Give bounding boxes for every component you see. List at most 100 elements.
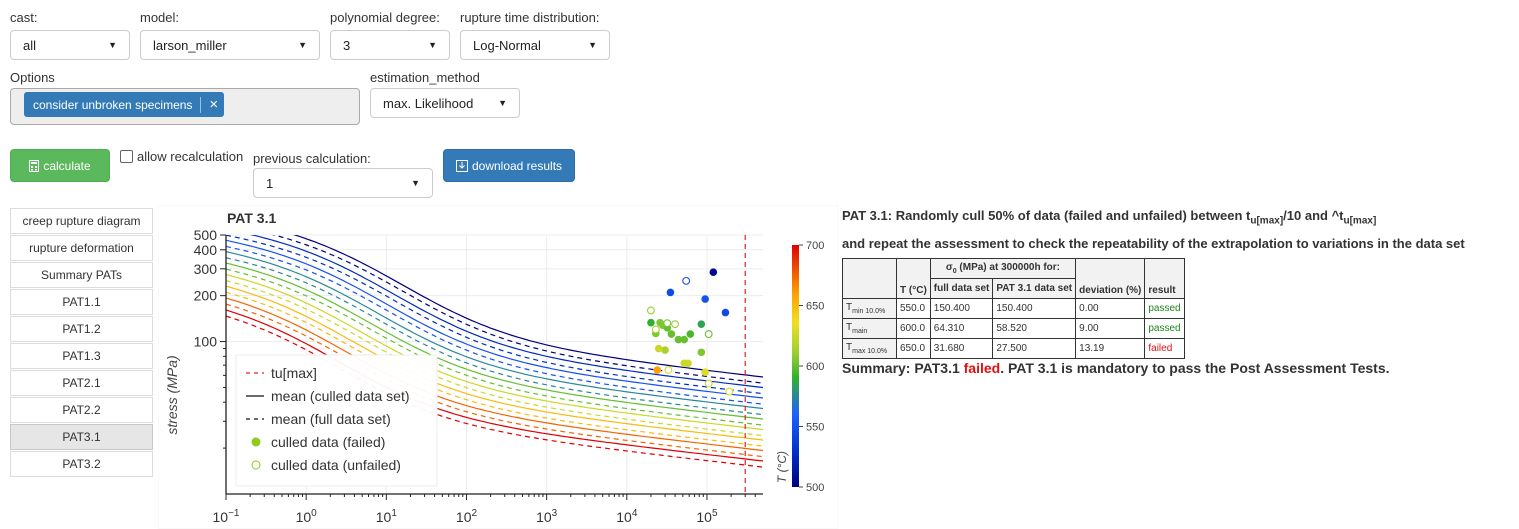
table-corner [842,258,897,299]
model-label: model: [140,10,180,25]
summary-post: . PAT 3.1 is mandatory to pass the Post … [1000,360,1390,376]
mean-full-curve [226,268,763,426]
col-header-pat: PAT 3.1 data set [992,278,1077,299]
calculate-button[interactable]: calculate [10,149,110,182]
previous-calc-select[interactable]: 1 ▼ [253,168,433,198]
results-title-sub1: u[max] [1250,215,1284,227]
download-results-label: download results [471,158,563,173]
failed-point [661,346,669,354]
tab-pat1-3[interactable]: PAT1.3 [10,343,153,369]
x-tick-label: 105 [696,508,718,525]
degree-value: 3 [343,37,351,53]
estimation-value: max. Likelihood [383,95,474,111]
unfailed-point [704,379,713,388]
allow-recalc-label: allow recalculation [137,149,244,164]
degree-select[interactable]: 3 ▼ [330,30,450,60]
cast-value: all [23,37,37,53]
tab-creep-rupture-diagram[interactable]: creep rupture diagram [10,208,153,234]
cell-full: 64.310 [929,318,994,339]
model-curves [226,235,763,494]
tab-pat1-1[interactable]: PAT1.1 [10,289,153,315]
tab-pat2-1[interactable]: PAT2.1 [10,370,153,396]
colorbar-tick-label: 650 [806,301,824,313]
cell-t: 650.0 [896,338,931,359]
option-tag-label: consider unbroken specimens [33,97,193,112]
mean-culled-curve [226,274,763,431]
degree-label: polynomial degree: [330,10,440,25]
unfailed-point [671,320,680,329]
results-title-pre: PAT 3.1: Randomly cull 50% of data (fail… [842,208,1251,223]
data-points [646,268,734,396]
mean-full-curve [226,315,763,468]
failed-point [680,335,689,344]
failed-point [709,268,718,277]
remove-tag-icon[interactable]: × [209,96,219,113]
table-row: Tmain 600.0 64.310 58.520 9.00 passed [842,318,1185,339]
tab-pat3-1[interactable]: PAT3.1 [10,424,153,450]
tab-summary-pats[interactable]: Summary PATs [10,262,153,288]
results-title-sub2: u[max] [1343,215,1377,227]
cast-select[interactable]: all ▼ [10,30,130,60]
colorbar-tick-label: 500 [806,482,824,494]
col-header-deviation: deviation (%) [1075,258,1146,299]
options-multiselect[interactable]: consider unbroken specimens × [10,88,360,125]
unfailed-point [725,387,734,396]
mean-culled-curve [293,235,763,378]
y-tick-label: 300 [194,261,218,277]
cell-pat: 58.520 [992,318,1077,339]
mean-culled-curve [226,309,763,462]
x-tick-label: 10−1 [213,508,240,525]
failed-point [674,335,683,344]
table-row: Tmin 10.0% 550.0 150.400 150.400 0.00 pa… [842,298,1185,319]
mean-culled-curve [250,235,763,389]
estimation-select[interactable]: max. Likelihood ▼ [370,88,520,118]
mean-full-curve [226,257,763,416]
legend-mean-culled: mean (culled data set) [271,388,410,404]
download-results-button[interactable]: download results [443,149,575,182]
distribution-select[interactable]: Log-Normal ▼ [460,30,610,60]
legend: tu[max] mean (culled data set) mean (ful… [235,354,438,487]
model-select[interactable]: larson_miller ▼ [140,30,320,60]
pat-3-1-chart[interactable]: PAT 3.1 stress (MPa) 10−1 100 101 102 103 104… [158,205,838,529]
legend-failed: culled data (failed) [271,434,385,450]
col-header-full: full data set [929,278,994,299]
cell-t: 550.0 [896,298,931,319]
colorbar-tick-label: 700 [806,240,824,252]
row-label: Tmin 10.0% [842,298,897,319]
sigma-header: σ0 (MPa) at 300000h for: [929,258,1077,279]
results-title-mid: /10 and ^t [1283,208,1344,223]
distribution-value: Log-Normal [473,37,541,53]
cell-pat: 27.500 [992,338,1077,359]
tab-rupture-deformation[interactable]: rupture deformation [10,235,153,261]
cell-pat: 150.400 [992,298,1077,319]
previous-calc-label: previous calculation: [253,151,371,166]
failed-point [701,295,709,303]
table-row: Tmax 10.0% 650.0 31.680 27.500 13.19 fai… [842,338,1185,359]
cell-result: passed [1144,298,1185,319]
mean-culled-curve [226,239,763,399]
tab-pat1-2[interactable]: PAT1.2 [10,316,153,342]
caret-down-icon: ▼ [428,40,437,50]
failed-point [647,318,655,327]
options-label: Options [10,70,55,85]
cell-result: failed [1144,338,1185,359]
option-tag: consider unbroken specimens × [24,92,225,117]
tab-pat2-2[interactable]: PAT2.2 [10,397,153,423]
row-label: Tmain [842,318,897,339]
colorbar [792,245,799,487]
failed-point [697,348,706,357]
caret-down-icon: ▼ [588,40,597,50]
col-header-t: T (°C) [896,258,931,299]
summary-status: failed [963,360,1001,376]
cell-deviation: 13.19 [1075,338,1146,359]
model-value: larson_miller [153,37,227,53]
x-tick-label: 102 [456,508,478,525]
tab-pat3-2[interactable]: PAT3.2 [10,451,153,477]
colorbar-tick-label: 600 [806,361,824,373]
allow-recalc-checkbox[interactable] [120,150,133,163]
previous-calc-value: 1 [266,175,274,191]
failed-point [666,288,675,297]
mean-culled-curve [226,285,763,441]
legend-mean-full: mean (full data set) [271,411,391,427]
unfailed-point [663,319,672,328]
